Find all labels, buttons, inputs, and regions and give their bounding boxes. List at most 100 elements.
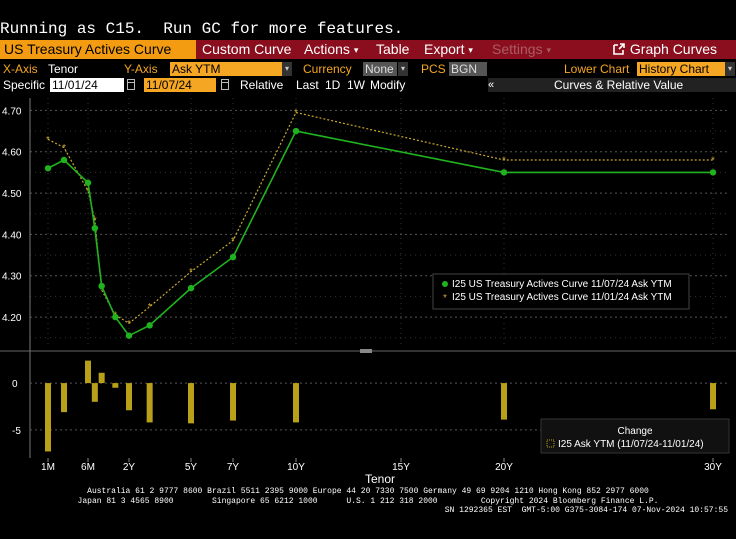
change-bar xyxy=(126,383,132,411)
y-tick-label: 4.60 xyxy=(2,148,22,159)
x-tick-label: 6M xyxy=(81,462,95,473)
x-tick-labels: 1M 6M 2Y 5Y 7Y 10Y 15Y 20Y 30Y xyxy=(41,458,722,473)
xaxis-label: X-Axis xyxy=(3,62,38,76)
change-bar xyxy=(91,383,98,402)
currency-select[interactable]: None xyxy=(363,62,397,76)
legend-entry: I25 US Treasury Actives Curve 11/01/24 A… xyxy=(452,292,672,303)
data-point xyxy=(292,127,300,135)
y-tick-label: 4.20 xyxy=(2,313,22,324)
y-tick-label: 4.70 xyxy=(2,106,22,117)
change-bar xyxy=(61,383,68,413)
lower-chart-select[interactable]: History Chart xyxy=(637,62,725,76)
data-point: * xyxy=(502,156,506,167)
data-point xyxy=(44,165,52,172)
yaxis-dropdown-icon[interactable]: ▾ xyxy=(282,62,292,76)
table-menu[interactable]: Table xyxy=(372,40,413,59)
x-tick-label: 2Y xyxy=(123,462,136,473)
x-tick-label: 15Y xyxy=(392,462,410,473)
actions-caret-icon: ▾ xyxy=(353,44,359,55)
pcs-field[interactable]: BGN xyxy=(449,62,487,76)
calendar-icon[interactable] xyxy=(221,79,229,90)
one-week-button[interactable]: 1W xyxy=(347,78,365,92)
curve-title-menu[interactable]: US Treasury Actives Curve xyxy=(0,40,196,59)
change-bar xyxy=(146,383,153,423)
modify-button[interactable]: Modify xyxy=(370,78,406,92)
x-tick-label: 30Y xyxy=(704,462,722,473)
upper-y-tick-labels: 4.70 4.60 4.50 4.40 4.30 4.20 xyxy=(2,106,22,324)
y-tick-label: 4.40 xyxy=(2,230,22,241)
relative-label: Relative xyxy=(240,78,284,92)
xaxis-value[interactable]: Tenor xyxy=(48,62,79,76)
data-point xyxy=(112,313,119,321)
graph-curves-button[interactable]: Graph Curves xyxy=(608,40,736,59)
data-point xyxy=(187,284,195,292)
y-tick-label: 4.50 xyxy=(2,189,22,200)
legend-box xyxy=(432,273,690,310)
data-point: * xyxy=(231,236,235,247)
data-point: * xyxy=(189,267,193,278)
data-point: * xyxy=(100,286,104,297)
start-date-input[interactable]: 11/01/24 xyxy=(50,78,124,92)
change-bar xyxy=(501,383,507,420)
table-label: Table xyxy=(376,41,410,57)
currency-dropdown-icon[interactable]: ▾ xyxy=(398,62,408,76)
footer-line-1: Australia 61 2 9777 8600 Brazil 5511 239… xyxy=(87,487,649,496)
yaxis-select[interactable]: Ask YTM xyxy=(170,62,282,76)
date-controls-row: Specific 11/01/24 11/07/24 Relative Last… xyxy=(0,77,736,93)
x-tick-label: 1M xyxy=(41,462,55,473)
change-bar xyxy=(188,383,194,424)
data-point: * xyxy=(93,215,97,226)
upper-gridlines xyxy=(29,98,728,458)
settings-menu: Settings ▾ xyxy=(488,40,555,59)
data-point xyxy=(60,156,68,164)
data-point xyxy=(500,169,508,176)
curves-relative-value-bar xyxy=(488,78,736,92)
lower-chart-label: Lower Chart xyxy=(564,62,630,76)
change-bar xyxy=(85,360,91,384)
custom-curve-menu[interactable]: Custom Curve xyxy=(198,40,295,59)
data-point: * xyxy=(294,108,298,119)
data-point: * xyxy=(46,135,50,146)
data-point xyxy=(84,179,92,186)
y-tick-label: 4.30 xyxy=(2,272,22,283)
data-point xyxy=(709,169,717,176)
data-point xyxy=(229,253,237,261)
lower-y-tick-label: -5 xyxy=(12,426,21,437)
export-label: Export xyxy=(424,41,465,57)
change-bar xyxy=(230,383,236,421)
data-point xyxy=(146,322,153,329)
axis-controls-row: X-Axis Tenor Y-Axis Ask YTM ▾ Currency N… xyxy=(0,61,736,77)
yaxis-label: Y-Axis xyxy=(124,62,158,76)
change-bar xyxy=(112,383,119,388)
specific-label: Specific xyxy=(3,78,46,92)
change-bar xyxy=(98,372,105,384)
actions-menu[interactable]: Actions ▾ xyxy=(300,40,362,59)
one-day-button[interactable]: 1D xyxy=(325,78,341,92)
calendar-icon[interactable] xyxy=(127,79,135,90)
lower-chart-title: Change xyxy=(617,426,652,437)
settings-label: Settings xyxy=(492,41,543,57)
data-point: * xyxy=(148,302,152,313)
export-caret-icon: ▾ xyxy=(468,44,473,55)
curves-relative-value-label[interactable]: Curves & Relative Value xyxy=(554,78,684,92)
x-tick-label: 5Y xyxy=(185,462,198,473)
export-menu[interactable]: Export ▾ xyxy=(420,40,477,59)
change-bars xyxy=(45,360,716,452)
x-tick-label: 20Y xyxy=(495,462,513,473)
end-date-input[interactable]: 11/07/24 xyxy=(144,78,216,92)
chart-divider[interactable] xyxy=(0,349,736,353)
footer-line-2: Japan 81 3 4565 8900 Singapore 65 6212 1… xyxy=(77,496,659,506)
footer: Australia 61 2 9777 8600 Brazil 5511 239… xyxy=(0,487,736,516)
x-tick-label: 10Y xyxy=(287,462,305,473)
last-button[interactable]: Last xyxy=(296,78,319,92)
footer-line-3: SN 1292365 EST GMT-5:00 G375-3084-174 07… xyxy=(444,506,728,515)
actions-label: Actions xyxy=(304,41,350,57)
lower-chart-dropdown-icon[interactable]: ▾ xyxy=(725,62,735,76)
data-point xyxy=(91,225,99,232)
yield-curve-chart[interactable]: 4.70 4.60 4.50 4.40 4.30 4.20 * * * * * * * * * * * * * I… xyxy=(0,93,736,487)
collapse-icon[interactable]: « xyxy=(487,79,495,91)
currency-label: Currency xyxy=(303,62,352,76)
lower-legend: Change I25 Ask YTM (11/07/24-11/01/24) xyxy=(540,418,730,454)
chart-area: 4.70 4.60 4.50 4.40 4.30 4.20 * * * * * * * * * * * * * I… xyxy=(0,93,736,539)
lower-legend-entry: I25 Ask YTM (11/07/24-11/01/24) xyxy=(558,439,704,450)
